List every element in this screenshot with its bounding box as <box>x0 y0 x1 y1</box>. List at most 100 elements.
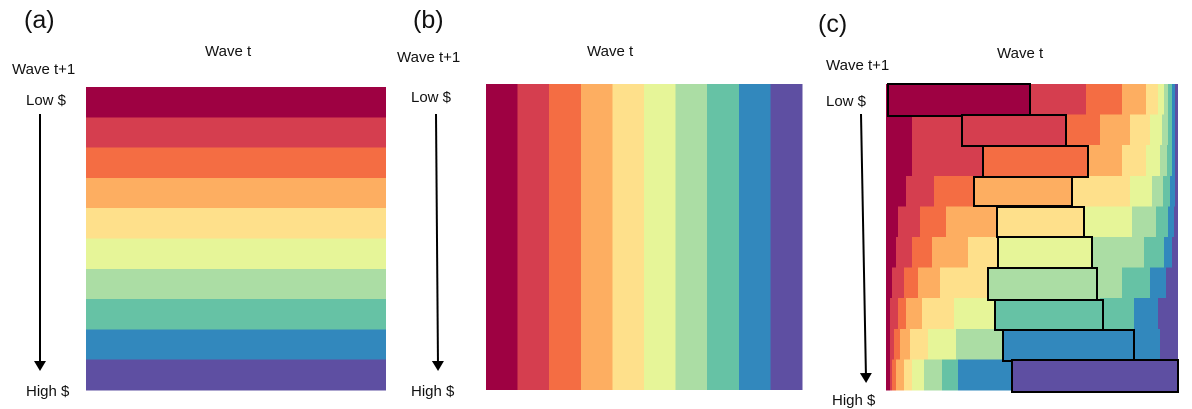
cell-r8-c10 <box>1158 298 1178 330</box>
column-10 <box>770 84 803 390</box>
highlight-box-1 <box>887 83 1031 117</box>
panel-a-wave-t1-label: Wave t+1 <box>12 61 76 78</box>
column-2 <box>517 84 550 390</box>
panel-c-arrow <box>859 113 872 383</box>
column-3 <box>549 84 582 390</box>
band-5 <box>86 208 386 239</box>
panel-a-low-label: Low $ <box>26 92 67 109</box>
cell-r8-c6 <box>954 298 994 330</box>
cell-r6-c8 <box>1144 237 1164 269</box>
cell-r3-c9 <box>1172 145 1175 177</box>
cell-r6-c1 <box>886 237 896 269</box>
column-7 <box>675 84 708 390</box>
panel-c-wave-t-label: Wave t <box>997 45 1044 62</box>
panel-c-tag: (c) <box>818 10 848 38</box>
cell-r9-c5 <box>910 328 928 360</box>
cell-r5-c1 <box>886 206 898 238</box>
cell-r8-c8 <box>1100 298 1134 330</box>
highlight-box-4 <box>973 176 1073 207</box>
cell-r7-c9 <box>1150 267 1166 299</box>
cell-r1-c4 <box>1122 84 1146 116</box>
cell-r2-c4 <box>1100 114 1130 146</box>
band-8 <box>86 299 386 330</box>
cell-r1-c10 <box>1175 84 1178 116</box>
cell-r5-c9 <box>1168 206 1174 238</box>
cell-r1-c7 <box>1164 84 1168 116</box>
cell-r1-c8 <box>1168 84 1172 116</box>
highlight-box-6 <box>997 236 1093 269</box>
panel-c-low-label: Low $ <box>826 93 867 110</box>
panel-c-wave-t1-label: Wave t+1 <box>826 57 890 74</box>
cell-r6-c4 <box>932 237 968 269</box>
cell-r2-c5 <box>1130 114 1150 146</box>
panel-b-grid <box>486 84 803 390</box>
cell-r4-c3 <box>934 175 974 207</box>
cell-r6-c3 <box>912 237 932 269</box>
cell-r3-c1 <box>886 145 912 177</box>
cell-r6-c7 <box>1092 237 1144 269</box>
cell-r1-c6 <box>1158 84 1164 116</box>
cell-r6-c2 <box>896 237 912 269</box>
cell-r1-c3 <box>1086 84 1122 116</box>
cell-r4-c1 <box>886 175 906 207</box>
cell-r10-c3 <box>892 359 896 391</box>
cell-r3-c4 <box>1088 145 1122 177</box>
panel-b-tag: (b) <box>413 6 444 34</box>
cell-r5-c7 <box>1132 206 1156 238</box>
cell-r5-c8 <box>1156 206 1168 238</box>
cell-r10-c1 <box>886 359 890 391</box>
band-4 <box>86 177 386 209</box>
cell-r2-c3 <box>1066 114 1100 146</box>
cell-r4-c6 <box>1130 175 1152 207</box>
cell-r10-c6 <box>912 359 924 391</box>
highlight-box-8 <box>994 299 1104 331</box>
cell-r2-c9 <box>1172 114 1175 146</box>
cell-r10-c4 <box>896 359 904 391</box>
cell-r1-c2 <box>1030 84 1086 116</box>
cell-r2-c8 <box>1168 114 1172 146</box>
cell-r2-c7 <box>1162 114 1168 146</box>
panel-c-grid <box>886 84 1178 391</box>
panel-c-highlight-boxes <box>887 83 1179 393</box>
cell-r7-c7 <box>1096 267 1122 299</box>
panel-a-wave-t-label: Wave t <box>205 43 252 60</box>
cell-r9-c3 <box>894 328 900 360</box>
cell-r9-c9 <box>1132 328 1160 360</box>
cell-r5-c3 <box>920 206 946 238</box>
band-6 <box>86 238 386 270</box>
cell-r9-c4 <box>900 328 910 360</box>
cell-r10-c5 <box>904 359 912 391</box>
cell-r8-c5 <box>922 298 954 330</box>
cell-r10-c2 <box>890 359 892 391</box>
highlight-box-7 <box>987 267 1098 301</box>
column-8 <box>707 84 740 390</box>
panel-b-high-label: High $ <box>411 383 455 400</box>
cell-r5-c4 <box>946 206 998 238</box>
panel-a-grid <box>86 87 386 391</box>
band-10 <box>86 359 386 391</box>
cell-r8-c1 <box>886 298 890 330</box>
cell-r4-c9 <box>1170 175 1175 207</box>
cell-r5-c2 <box>898 206 920 238</box>
cell-r4-c2 <box>906 175 934 207</box>
cell-r10-c9 <box>958 359 1012 391</box>
cell-r6-c9 <box>1164 237 1172 269</box>
column-1 <box>486 84 519 390</box>
cell-r1-c9 <box>1172 84 1175 116</box>
panel-c-high-label: High $ <box>832 392 876 409</box>
cell-r7-c4 <box>918 267 940 299</box>
cell-r4-c7 <box>1152 175 1163 207</box>
cell-r3-c5 <box>1122 145 1146 177</box>
cell-r2-c6 <box>1150 114 1162 146</box>
cell-r8-c2 <box>890 298 898 330</box>
cell-r7-c5 <box>940 267 990 299</box>
cell-r9-c6 <box>928 328 956 360</box>
cell-r3-c7 <box>1160 145 1167 177</box>
cell-r9-c2 <box>890 328 894 360</box>
panel-b-wave-t-label: Wave t <box>587 43 634 60</box>
column-5 <box>612 84 645 390</box>
cell-r9-c10 <box>1160 328 1178 360</box>
cell-r10-c7 <box>924 359 942 391</box>
band-1 <box>86 87 386 118</box>
band-7 <box>86 268 386 300</box>
